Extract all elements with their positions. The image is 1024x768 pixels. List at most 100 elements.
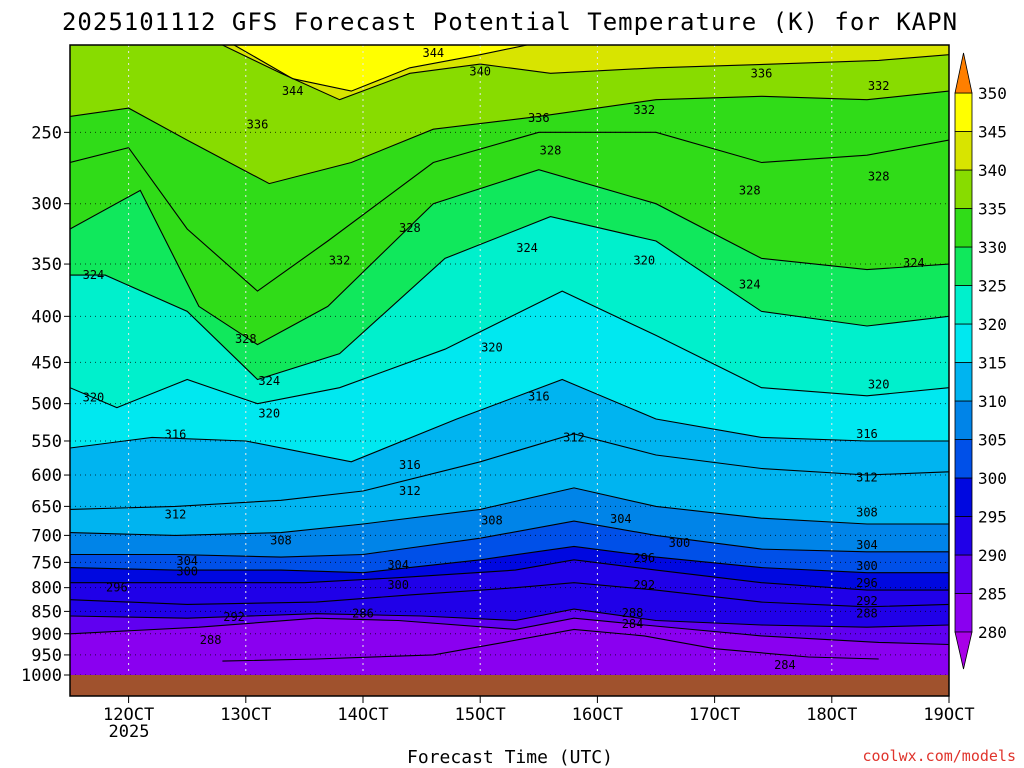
contour-label: 312: [563, 430, 585, 444]
colorbar-label: 325: [978, 277, 1007, 296]
contour-label: 336: [751, 66, 773, 80]
y-tick-label: 700: [31, 526, 62, 546]
contour-label: 296: [856, 576, 878, 590]
isentrope-336: [70, 90, 949, 185]
contour-label: 300: [176, 565, 198, 579]
contour-label: 300: [669, 536, 691, 550]
y-tick-label: 550: [31, 432, 62, 452]
contour-label: 296: [633, 551, 655, 565]
colorbar-label: 310: [978, 392, 1007, 411]
contour-label: 288: [200, 633, 222, 647]
colorbar-segment: [954, 516, 973, 556]
contour-label: 332: [329, 254, 351, 268]
contour-label: 328: [868, 170, 890, 184]
isentrope-320: [70, 290, 949, 409]
y-axis: 250 300 350 400 450 500 550 600 650 700 750 800 850 9…: [21, 123, 70, 686]
y-tick-label: 650: [31, 497, 62, 517]
isentrope-300: [70, 545, 949, 574]
contour-label: 288: [622, 606, 644, 620]
colorbar-label: 335: [978, 200, 1007, 219]
temperature-fill-layer: [70, 45, 949, 675]
contour-label: 284: [774, 658, 796, 672]
colorbar-segment: [954, 131, 973, 171]
colorbar-segment: [954, 593, 973, 633]
chart-title: 2025101112 GFS Forecast Potential Temper…: [62, 8, 958, 36]
y-tick-label: 600: [31, 466, 62, 486]
colorbar-label: 330: [978, 238, 1007, 257]
isentrope-304: [70, 520, 949, 558]
contour-label: 312: [165, 508, 187, 522]
colorbar-label: 345: [978, 123, 1007, 142]
colorbar-top-arrow: [954, 52, 973, 94]
contour-label: 286: [352, 607, 374, 621]
contour-label: 336: [528, 111, 550, 125]
x-tick-label: 18OCT: [806, 705, 857, 725]
plot-frame: [69, 44, 950, 697]
contour-label: 324: [903, 256, 925, 270]
y-tick-label: 900: [31, 625, 62, 645]
colorbar-segment: [954, 439, 973, 479]
ground-band: [70, 675, 949, 696]
x-tick-label: 12OCT: [103, 705, 154, 725]
colorbar-label: 300: [978, 469, 1007, 488]
contour-label: 344: [282, 84, 304, 98]
contour-label: 324: [516, 241, 538, 255]
contour-label: 312: [399, 484, 421, 498]
contour-label: 328: [540, 144, 562, 158]
colorbar-segment: [954, 362, 973, 402]
colorbar-segment: [954, 169, 973, 209]
contour-label: 320: [83, 390, 105, 404]
contour-label: 312: [856, 471, 878, 485]
contour-label-layer: 344 340 336 332 344 332 336 336 328 328 328 328 324 3…: [83, 46, 925, 672]
contour-label: 300: [387, 578, 409, 592]
colorbar-segment: [954, 554, 973, 594]
contour-label: 324: [739, 278, 761, 292]
contour-label: 304: [856, 538, 878, 552]
y-tick-label: 250: [31, 123, 62, 143]
contour-label: 304: [176, 554, 198, 568]
contour-label: 308: [270, 533, 292, 547]
colorbar-label: 295: [978, 508, 1007, 527]
contour-label: 292: [856, 594, 878, 608]
isentrope-288: [70, 608, 949, 628]
contour-label: 340: [469, 64, 491, 78]
colorbar-segment: [954, 400, 973, 440]
isentrope-284: [222, 628, 879, 662]
contour-label: 320: [633, 254, 655, 268]
contour-label: 328: [235, 332, 257, 346]
contour-label: 344: [422, 46, 444, 60]
x-tick-label: 17OCT: [689, 705, 740, 725]
colorbar-segment: [954, 246, 973, 286]
contour-label: 292: [633, 578, 655, 592]
contour-label: 300: [856, 559, 878, 573]
isentrope-296: [70, 559, 949, 591]
contour-label: 316: [528, 390, 550, 404]
contour-label: 316: [165, 428, 187, 442]
contour-label: 324: [83, 268, 105, 282]
contour-label: 320: [868, 377, 890, 391]
y-tick-label: 450: [31, 353, 62, 373]
isentrope-312: [70, 433, 949, 510]
y-tick-label: 1000: [21, 666, 62, 686]
contour-label: 320: [258, 407, 280, 421]
y-tick-label: 400: [31, 307, 62, 327]
y-tick-label: 750: [31, 553, 62, 573]
contour-label: 324: [258, 374, 280, 388]
isentrope-340: [222, 45, 949, 101]
contour-label: 304: [610, 512, 632, 526]
colorbar-segment: [954, 285, 973, 325]
contour-label: 328: [739, 183, 761, 197]
contour-label: 320: [481, 340, 503, 354]
y-tick-label: 300: [31, 195, 62, 215]
colorbar-label: 285: [978, 585, 1007, 604]
x-tick-label: 14OCT: [337, 705, 388, 725]
isentrope-308: [70, 487, 949, 536]
plot-area: 344 340 336 332 344 332 336 336 328 328 328 328 324 3…: [70, 45, 949, 675]
contour-label: 308: [856, 505, 878, 519]
contour-label: 288: [856, 607, 878, 621]
isentrope-layer: [70, 45, 949, 662]
y-tick-label: 350: [31, 255, 62, 275]
colorbar-bottom-arrow: [954, 631, 973, 670]
colorbar-label: 340: [978, 161, 1007, 180]
